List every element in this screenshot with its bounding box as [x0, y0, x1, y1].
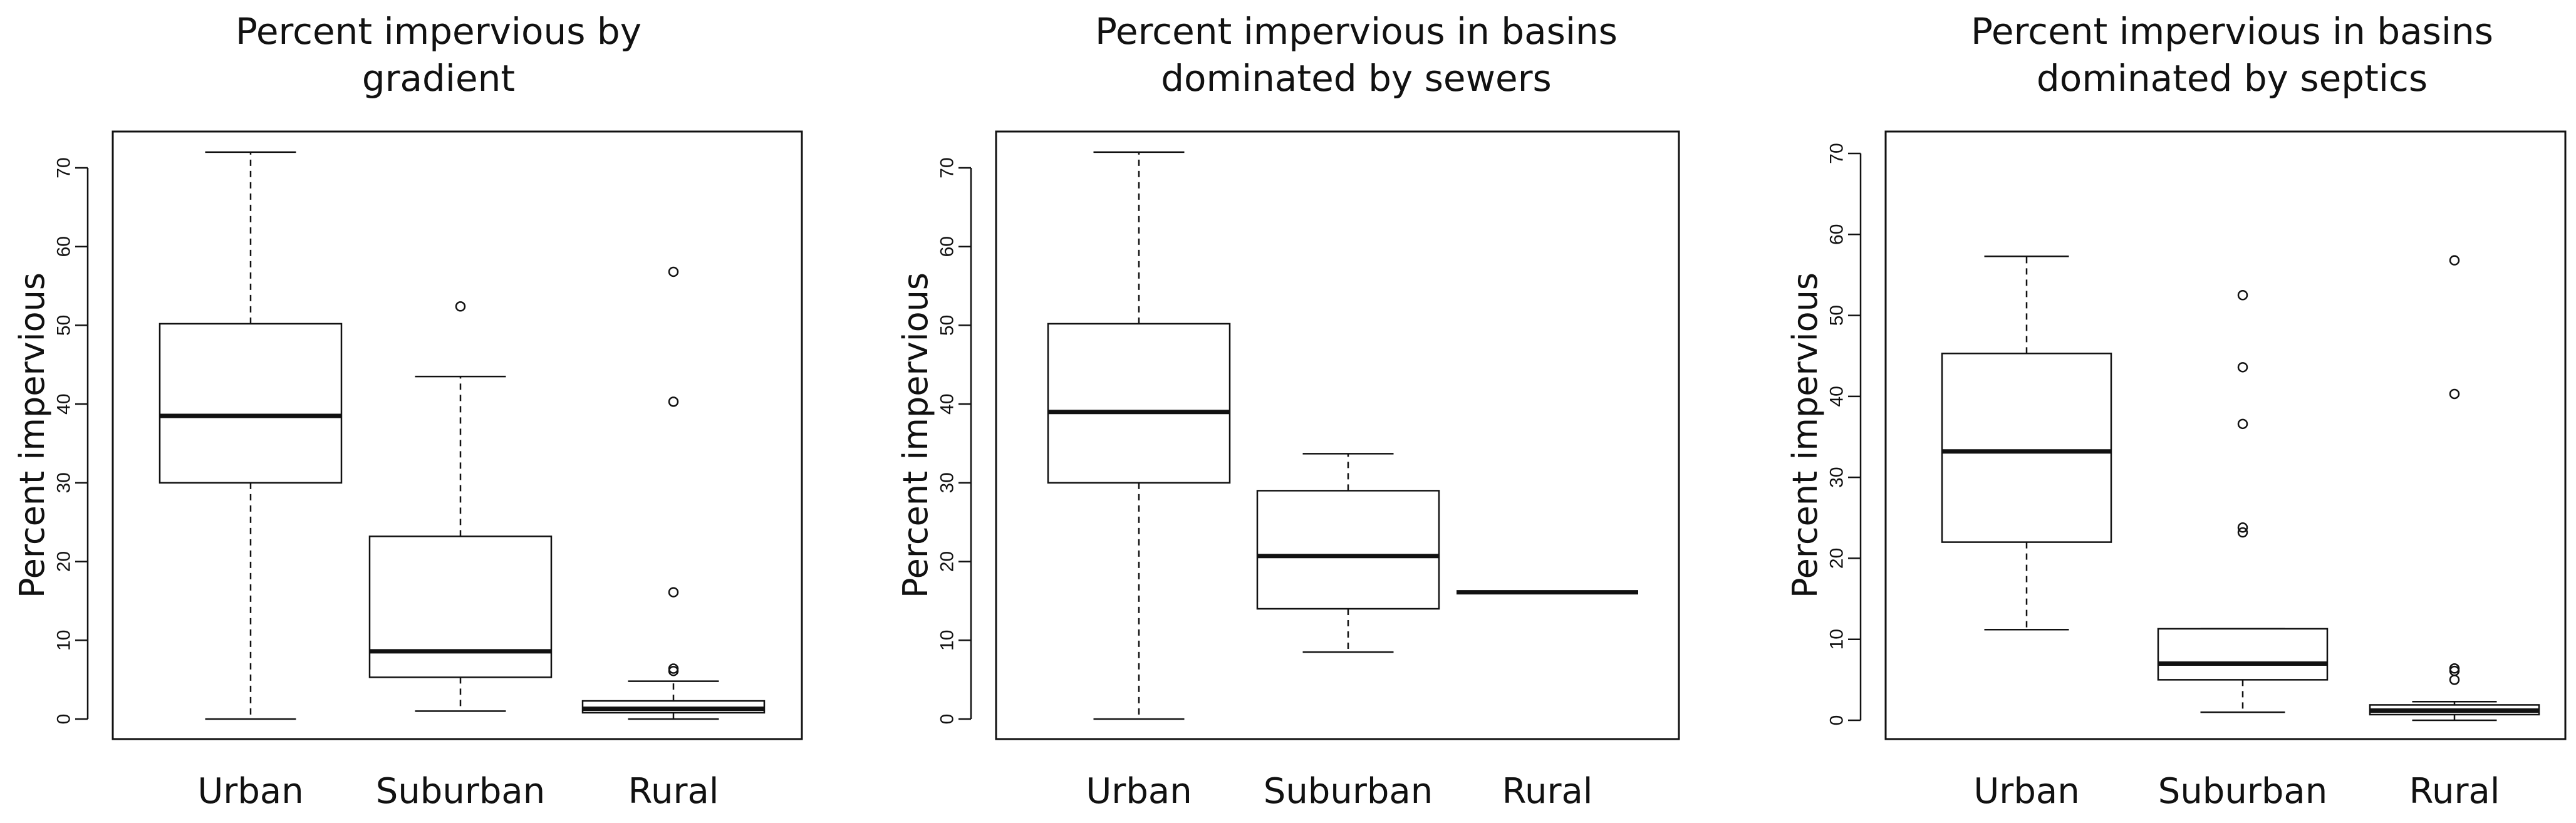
x-category-label: Rural [628, 771, 719, 812]
y-tick-label: 70 [54, 157, 75, 178]
iqr-box [1256, 490, 1440, 610]
x-category-label: Urban [197, 771, 303, 812]
outlier-point [2449, 388, 2460, 400]
y-tick-label: 20 [54, 551, 75, 572]
outlier-point [668, 587, 679, 598]
outlier-point [668, 266, 679, 277]
y-tick-label: 40 [937, 393, 958, 414]
outlier-point [2237, 418, 2248, 430]
chart-title-line: Percent impervious in basins [1971, 10, 2493, 53]
iqr-box [2157, 628, 2329, 681]
y-tick-label: 50 [1827, 305, 1847, 326]
outlier-point [2237, 362, 2248, 373]
y-tick-label: 10 [937, 630, 958, 651]
y-tick-label: 60 [54, 236, 75, 257]
y-tick-label: 50 [937, 315, 958, 336]
box-suburban [368, 301, 553, 712]
outlier-point [2237, 522, 2248, 533]
y-tick-label: 70 [937, 157, 958, 178]
x-category-label: Suburban [376, 771, 545, 812]
chart-title-line: dominated by septics [2037, 57, 2428, 100]
iqr-box [368, 536, 553, 678]
y-tick-label: 10 [1827, 629, 1847, 650]
plot-frame [112, 130, 803, 740]
y-tick-label: 0 [937, 714, 958, 725]
x-category-label: Rural [2409, 771, 2500, 812]
y-tick-label: 60 [1827, 224, 1847, 245]
y-tick-label: 40 [54, 393, 75, 414]
outlier-point [2449, 255, 2460, 266]
y-tick-label: 30 [937, 472, 958, 493]
x-category-label: Urban [1086, 771, 1192, 812]
y-tick-label: 10 [54, 630, 75, 651]
x-category-label: Suburban [2158, 771, 2327, 812]
outlier-point [2449, 663, 2460, 674]
y-tick-label: 20 [937, 551, 958, 572]
outlier-point [668, 396, 679, 407]
iqr-box [1941, 353, 2112, 543]
box-urban [1047, 151, 1231, 720]
chart-title-line: dominated by sewers [1161, 57, 1552, 100]
plot-frame [995, 130, 1680, 740]
box-suburban [1256, 453, 1440, 653]
outlier-point [668, 663, 679, 674]
box-rural [581, 266, 766, 720]
y-tick-label: 20 [1827, 548, 1847, 569]
box-rural [2369, 255, 2540, 722]
y-axis-label: Percent impervious [896, 272, 935, 598]
y-tick-label: 0 [1827, 715, 1847, 726]
y-tick-label: 70 [1827, 143, 1847, 163]
x-category-label: Rural [1502, 771, 1593, 812]
iqr-box [1047, 323, 1231, 484]
chart-title-line: gradient [362, 57, 515, 100]
box-urban [1941, 255, 2112, 631]
y-tick-label: 50 [54, 315, 75, 336]
chart-title-line: Percent impervious in basins [1095, 10, 1618, 53]
iqr-box [158, 323, 343, 484]
y-axis-label: Percent impervious [1785, 272, 1825, 598]
chart-title-line: Percent impervious by [236, 10, 641, 53]
outlier-point [455, 301, 466, 312]
box-suburban [2157, 290, 2329, 713]
outlier-point [2237, 290, 2248, 301]
x-category-label: Urban [1973, 771, 2079, 812]
y-tick-label: 30 [1827, 467, 1847, 487]
outlier-point [2237, 527, 2248, 538]
x-category-label: Suburban [1264, 771, 1433, 812]
y-tick-label: 30 [54, 472, 75, 493]
y-tick-label: 0 [54, 714, 75, 725]
plot-frame [1884, 130, 2567, 740]
y-axis-label: Percent impervious [13, 272, 52, 598]
outlier-point [2449, 675, 2460, 685]
y-tick-label: 40 [1827, 386, 1847, 406]
y-tick-label: 60 [937, 236, 958, 257]
box-urban [158, 151, 343, 720]
